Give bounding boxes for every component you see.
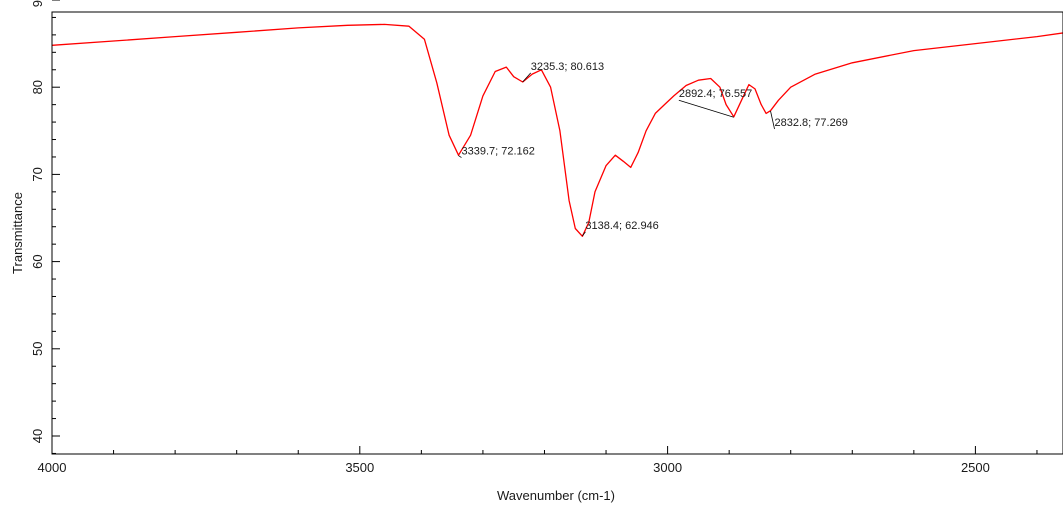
x-tick-label: 2500 — [961, 460, 990, 475]
axis-ticks — [51, 0, 1038, 454]
y-axis-label: Transmittance — [10, 192, 25, 274]
x-tick-label: 3000 — [653, 460, 682, 475]
peak-label: 3138.4; 62.946 — [585, 220, 658, 232]
x-tick-label: 4000 — [38, 460, 67, 475]
peak-leader-line — [522, 72, 532, 83]
y-tick-label: 60 — [30, 254, 45, 268]
peak-label: 3235.3; 80.613 — [531, 61, 604, 73]
peak-annotation: 3138.4; 62.946 — [582, 220, 659, 237]
tick-labels: 4000350030002500200015001000405060708090 — [30, 0, 990, 475]
peak-leader-line — [458, 155, 462, 158]
peak-leader-line — [770, 110, 775, 130]
peak-annotations: 3339.7; 72.162 3235.3; 80.613 3138.4; 62.9… — [458, 61, 848, 237]
spectrum-line — [52, 23, 1063, 237]
plot-frame — [51, 11, 1063, 455]
x-tick-label: 3500 — [345, 460, 374, 475]
x-axis-label: Wavenumber (cm-1) — [497, 488, 615, 503]
peak-annotation: 2832.8; 77.269 — [770, 110, 848, 130]
peak-leader-line — [678, 99, 734, 118]
peak-annotation: 3235.3; 80.613 — [522, 61, 604, 83]
y-tick-label: 40 — [30, 429, 45, 443]
y-tick-label: 90 — [30, 0, 45, 7]
peak-leader-line — [582, 231, 586, 237]
peak-label: 2892.4; 76.557 — [679, 88, 752, 100]
peak-label: 2832.8; 77.269 — [775, 117, 848, 129]
peak-label: 3339.7; 72.162 — [461, 146, 534, 158]
y-tick-label: 70 — [30, 167, 45, 181]
y-tick-label: 50 — [30, 342, 45, 356]
y-tick-label: 80 — [30, 80, 45, 94]
peak-annotation: 3339.7; 72.162 — [458, 146, 535, 158]
peak-annotation: 2892.4; 76.557 — [678, 88, 752, 118]
